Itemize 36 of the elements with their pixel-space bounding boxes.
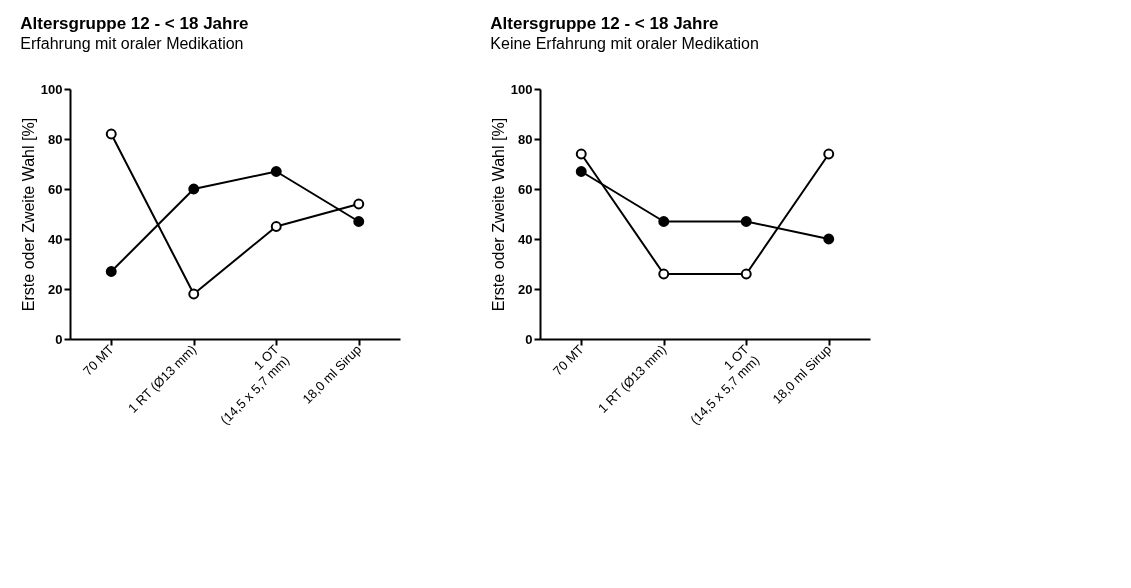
y-tick-label: 40 (48, 231, 63, 247)
point (188, 288, 200, 300)
y-tick-label: 20 (48, 281, 63, 297)
chart-title: Altersgruppe 12 - < 18 Jahre (490, 14, 719, 33)
point (823, 148, 835, 160)
point (575, 166, 587, 177)
y-tick-label: 0 (55, 331, 63, 347)
chart-subtitle: Erfahrung mit oraler Medikation (20, 35, 244, 52)
y-tick-label: 20 (518, 281, 533, 297)
chart-subtitle: Keine Erfahrung mit oraler Medikation (490, 35, 759, 52)
point (575, 148, 587, 160)
point (740, 268, 752, 280)
x-tick-label: 70 MT (80, 341, 117, 379)
y-tick-label: 0 (525, 331, 533, 347)
y-tick-label: 60 (518, 181, 533, 197)
y-tick-label: 100 (510, 81, 533, 97)
point (353, 216, 365, 227)
y-tick-label: 80 (518, 131, 533, 147)
chart-title: Altersgruppe 12 - < 18 Jahre (20, 14, 249, 33)
point (188, 183, 200, 195)
point (270, 166, 282, 177)
y-tick-label: 80 (48, 131, 63, 147)
point (105, 128, 117, 140)
y-tick-label: 40 (518, 231, 533, 247)
point (270, 221, 282, 232)
y-axis-title: Erste oder Zweite Wahl [%] (489, 117, 507, 312)
point (823, 233, 835, 245)
point (353, 198, 365, 210)
point (658, 268, 670, 280)
y-tick-label: 60 (48, 181, 63, 197)
y-tick-label: 100 (40, 81, 63, 97)
y-axis-title: Erste oder Zweite Wahl [%] (19, 117, 37, 312)
point (658, 216, 670, 227)
x-tick-label: 70 MT (550, 341, 587, 379)
point (740, 216, 752, 227)
point (105, 266, 117, 277)
